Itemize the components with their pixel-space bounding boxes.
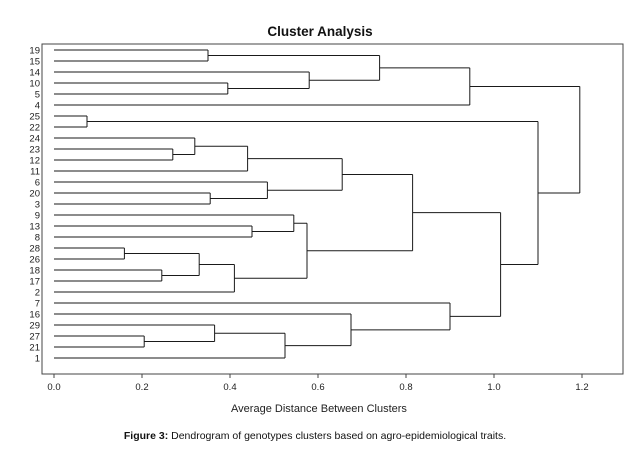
leaf-label: 7 bbox=[35, 298, 40, 309]
figure-caption: Figure 3: Dendrogram of genotypes cluste… bbox=[0, 430, 630, 442]
leaf-label: 2 bbox=[35, 287, 40, 298]
leaf-label: 5 bbox=[35, 89, 40, 100]
leaf-label: 29 bbox=[29, 320, 40, 331]
leaf-label: 24 bbox=[29, 133, 40, 144]
leaf-label: 14 bbox=[29, 67, 40, 78]
leaf-label: 1 bbox=[35, 353, 40, 364]
x-tick-label: 1.2 bbox=[575, 382, 588, 393]
leaf-label: 9 bbox=[35, 210, 40, 221]
x-tick-label: 1.0 bbox=[487, 382, 500, 393]
plot-frame bbox=[41, 43, 624, 375]
leaf-label: 19 bbox=[29, 45, 40, 56]
caption-label: Figure 3: bbox=[123, 430, 169, 442]
x-axis-label: Average Distance Between Clusters bbox=[231, 403, 407, 415]
caption-text: Dendrogram of genotypes clusters based o… bbox=[168, 430, 507, 442]
x-tick-label: 0.0 bbox=[47, 382, 60, 393]
leaf-labels: 1915141054252224231211620391382826181727… bbox=[29, 45, 40, 364]
x-tick-label: 0.8 bbox=[399, 382, 412, 393]
x-tick-label: 0.6 bbox=[311, 382, 324, 393]
leaf-label: 6 bbox=[35, 177, 40, 188]
leaf-label: 11 bbox=[30, 166, 40, 177]
x-axis: 0.0 0.2 0.4 0.6 0.8 1.0 1.2 bbox=[47, 374, 589, 393]
leaf-label: 20 bbox=[29, 188, 40, 199]
chart-title: Cluster Analysis bbox=[267, 24, 372, 39]
leaf-label: 22 bbox=[29, 122, 40, 133]
leaf-label: 28 bbox=[29, 243, 40, 254]
leaf-label: 21 bbox=[29, 342, 40, 353]
leaf-label: 27 bbox=[29, 331, 40, 342]
leaf-label: 26 bbox=[29, 254, 40, 265]
leaf-label: 15 bbox=[29, 56, 40, 67]
leaf-label: 8 bbox=[35, 232, 40, 243]
leaf-label: 13 bbox=[29, 221, 40, 232]
leaf-label: 12 bbox=[29, 155, 40, 166]
leaf-label: 17 bbox=[29, 276, 40, 287]
dendrogram-branches bbox=[54, 49, 581, 359]
leaf-label: 10 bbox=[29, 78, 40, 89]
leaf-label: 25 bbox=[29, 111, 40, 122]
x-tick-label: 0.2 bbox=[135, 382, 148, 393]
leaf-label: 4 bbox=[35, 100, 40, 111]
leaf-label: 18 bbox=[29, 265, 40, 276]
leaf-label: 16 bbox=[29, 309, 40, 320]
leaf-label: 23 bbox=[29, 144, 40, 155]
x-tick-label: 0.4 bbox=[223, 382, 236, 393]
leaf-label: 3 bbox=[35, 199, 40, 210]
